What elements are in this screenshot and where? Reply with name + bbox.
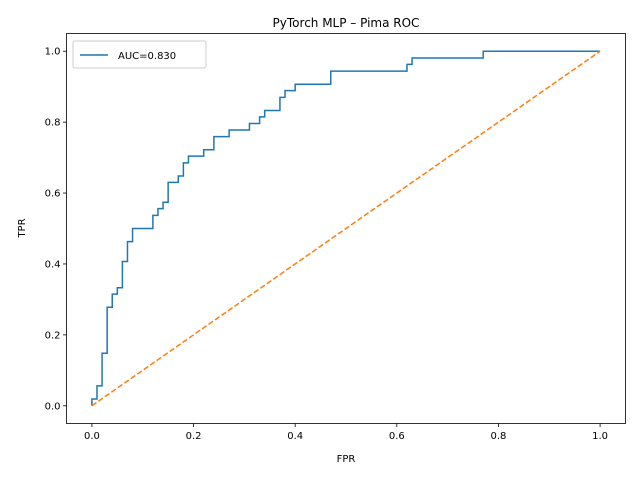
- y-tick-label: 0.0: [45, 401, 61, 412]
- series-layer: [91, 50, 601, 407]
- x-tick-label: 0.2: [186, 431, 202, 442]
- legend-frame: [72, 40, 207, 69]
- x-axis-ticks: 0.0 0.2 0.4 0.6 0.8 1.0: [84, 423, 608, 442]
- y-tick-label: 0.2: [45, 330, 61, 341]
- y-tick-label: 1.0: [45, 47, 61, 58]
- legend-label-auc: AUC=0.830: [118, 51, 176, 62]
- x-tick-label: 0.6: [389, 431, 405, 442]
- x-tick-label: 1.0: [592, 431, 608, 442]
- x-tick-label: 0.4: [287, 431, 303, 442]
- plot-area: [66, 33, 626, 424]
- y-axis-label: TPR: [17, 218, 28, 238]
- roc-curve-line: [91, 50, 601, 406]
- y-tick-label: 0.6: [45, 189, 61, 200]
- chart-title: PyTorch MLP – Pima ROC: [273, 16, 420, 30]
- x-axis-label: FPR: [337, 454, 356, 465]
- x-tick-label: 0.8: [491, 431, 507, 442]
- x-tick-label: 0.0: [84, 431, 100, 442]
- y-tick-label: 0.8: [45, 118, 61, 129]
- y-axis-ticks: 0.0 0.2 0.4 0.6 0.8 1.0: [45, 47, 67, 412]
- y-tick-label: 0.4: [45, 259, 61, 270]
- plot-frame: [66, 33, 626, 424]
- chance-diagonal-line: [91, 50, 601, 407]
- legend: AUC=0.830: [72, 40, 207, 69]
